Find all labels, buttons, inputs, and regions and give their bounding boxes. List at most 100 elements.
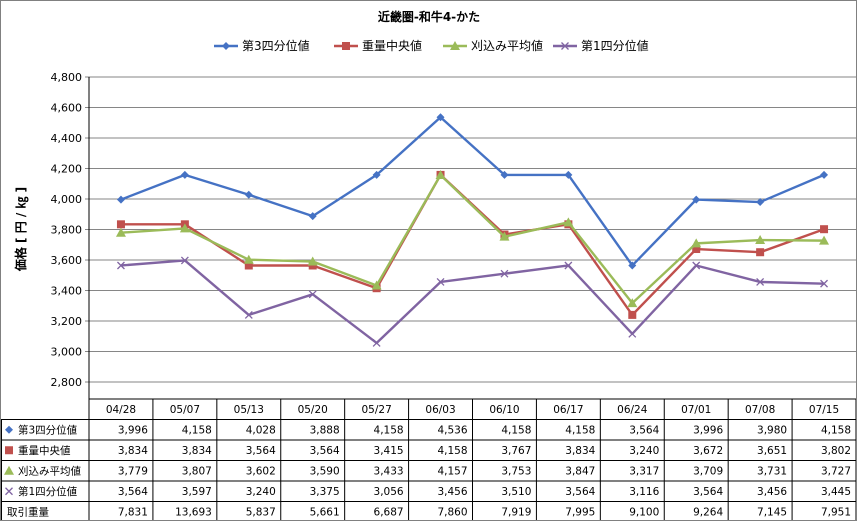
x-tick-label: 07/01 bbox=[681, 404, 711, 416]
data-label: 3,456 bbox=[437, 486, 467, 498]
x-tick-label: 05/20 bbox=[298, 404, 328, 416]
data-label: 3,564 bbox=[693, 486, 723, 498]
data-label: 3,564 bbox=[246, 445, 276, 457]
data-point bbox=[435, 170, 446, 180]
legend-marker bbox=[342, 42, 350, 50]
data-point bbox=[500, 170, 509, 179]
row-label: 刈込み平均値 bbox=[18, 465, 81, 478]
data-point bbox=[244, 190, 253, 199]
y-axis-ticks: 2,800 3,000 3,200 3,400 3,600 3,800 4,000 4,200… bbox=[51, 71, 90, 389]
data-point bbox=[563, 217, 574, 227]
data-label: 4,158 bbox=[565, 425, 595, 437]
data-point bbox=[756, 198, 765, 207]
data-label: 3,240 bbox=[246, 486, 276, 498]
series-line bbox=[120, 116, 825, 267]
data-point bbox=[692, 261, 701, 270]
data-label: 4,158 bbox=[182, 425, 212, 437]
table-row: 取引重量 7,831 13,693 5,837 5,661 6,687 7,860 7,919… bbox=[7, 506, 851, 519]
legend-label: 刈込み平均値 bbox=[471, 38, 543, 53]
plot-area bbox=[115, 113, 830, 347]
legend-label: 第1四分位値 bbox=[581, 38, 649, 53]
data-point bbox=[436, 278, 445, 286]
data-label: 3,672 bbox=[693, 445, 723, 457]
data-label: 3,651 bbox=[757, 445, 787, 457]
data-label: 9,264 bbox=[693, 507, 723, 519]
data-label: 3,834 bbox=[182, 445, 212, 457]
data-point bbox=[244, 261, 253, 270]
y-tick-label: 4,400 bbox=[51, 132, 83, 145]
data-label: 4,158 bbox=[821, 425, 851, 437]
y-tick-label: 4,200 bbox=[51, 163, 83, 176]
y-tick-label: 4,600 bbox=[51, 102, 83, 115]
data-label: 3,445 bbox=[821, 486, 851, 498]
data-label: 3,116 bbox=[629, 486, 659, 498]
data-point bbox=[115, 227, 126, 237]
y-tick-label: 4,000 bbox=[51, 193, 83, 206]
data-label: 4,028 bbox=[246, 425, 276, 437]
data-label: 7,831 bbox=[118, 507, 148, 519]
data-point bbox=[692, 245, 701, 254]
data-point bbox=[627, 298, 638, 308]
y-axis-label: 価格 [ 円 / ㎏ ] bbox=[13, 187, 29, 272]
table-row: 第3四分位値 3,996 4,158 4,028 3,888 4,158 4,536 4,15… bbox=[5, 424, 851, 437]
series-line bbox=[120, 173, 825, 305]
table-row: 刈込み平均値 3,779 3,807 3,602 3,590 3,433 4,157 3,75… bbox=[4, 465, 851, 478]
data-point bbox=[628, 310, 637, 319]
data-point bbox=[180, 170, 189, 179]
legend-marker bbox=[222, 42, 230, 50]
data-point bbox=[116, 261, 125, 270]
legend: 第3四分位値 重量中央値 刈込み平均値 第1四分位値 bbox=[214, 38, 649, 53]
data-point bbox=[628, 261, 637, 270]
x-tick-label: 06/24 bbox=[617, 404, 648, 416]
y-tick-label: 3,200 bbox=[51, 315, 83, 328]
data-label: 9,100 bbox=[629, 507, 659, 519]
data-point bbox=[564, 261, 573, 270]
chart-title: 近畿圏-和牛4-かた bbox=[378, 9, 480, 24]
data-label: 3,753 bbox=[501, 466, 531, 478]
legend-item: 第1四分位値 bbox=[553, 38, 649, 53]
data-label: 4,158 bbox=[374, 425, 404, 437]
data-label: 3,996 bbox=[118, 425, 148, 437]
y-tick-label: 2,800 bbox=[51, 376, 83, 389]
data-point bbox=[628, 329, 637, 338]
data-label: 3,597 bbox=[182, 486, 212, 498]
row-legend-marker bbox=[5, 446, 13, 455]
data-label: 3,847 bbox=[565, 466, 595, 478]
legend-label: 第3四分位値 bbox=[242, 38, 310, 53]
data-label: 3,415 bbox=[374, 445, 404, 457]
data-point bbox=[500, 269, 509, 278]
series-line bbox=[120, 173, 825, 317]
data-point bbox=[691, 238, 702, 248]
series-line bbox=[120, 259, 825, 345]
data-label: 3,709 bbox=[693, 466, 723, 478]
data-label: 3,056 bbox=[374, 486, 404, 498]
legend-item: 重量中央値 bbox=[334, 38, 422, 53]
data-point bbox=[756, 278, 765, 286]
data-point bbox=[371, 280, 382, 290]
data-label: 4,158 bbox=[437, 445, 467, 457]
data-label: 3,731 bbox=[757, 466, 787, 478]
data-label: 4,158 bbox=[501, 425, 531, 437]
data-label: 3,564 bbox=[310, 445, 340, 457]
x-tick-label: 06/17 bbox=[553, 404, 583, 416]
series-第1四分位値 bbox=[116, 256, 829, 347]
x-tick-label: 05/27 bbox=[361, 404, 391, 416]
legend-label: 重量中央値 bbox=[362, 38, 422, 53]
data-label: 5,837 bbox=[246, 507, 276, 519]
series-第3四分位値 bbox=[116, 113, 829, 270]
x-tick-label: 04/28 bbox=[106, 404, 136, 416]
row-label: 第1四分位値 bbox=[18, 485, 78, 498]
series-刈込み平均値 bbox=[115, 170, 830, 308]
data-label: 13,693 bbox=[175, 507, 212, 519]
data-label: 3,375 bbox=[310, 486, 340, 498]
data-point bbox=[372, 170, 381, 179]
data-label: 3,767 bbox=[501, 445, 531, 457]
data-point bbox=[436, 113, 445, 122]
series-重量中央値 bbox=[116, 170, 829, 319]
data-point bbox=[820, 225, 829, 234]
data-table: 04/28 05/07 05/13 05/20 05/27 06/03 06/10 06/17… bbox=[1, 77, 856, 520]
y-tick-label: 3,000 bbox=[51, 346, 83, 359]
row-label: 取引重量 bbox=[7, 506, 49, 519]
